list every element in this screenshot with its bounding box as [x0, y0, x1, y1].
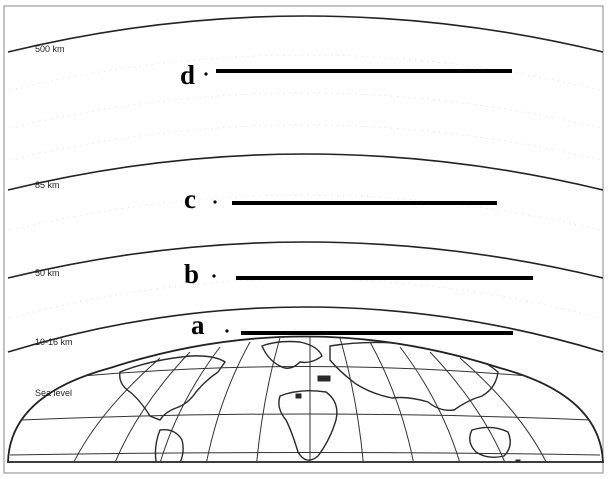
meridian — [459, 357, 551, 462]
boundary-10-16km — [7, 306, 604, 353]
altitude-label-85km: 85 km — [35, 180, 60, 190]
latitude-line — [59, 366, 551, 379]
continent-south-america — [154, 429, 184, 462]
earth-surface — [7, 335, 604, 463]
layer-dot — [204, 72, 208, 76]
continent-australia — [469, 426, 511, 459]
meridian — [369, 341, 416, 462]
latitude-line — [9, 452, 601, 456]
layer-b: b — [184, 259, 533, 289]
altitude-labels: 500 km 85 km 50 km 10-16 km Sea level — [35, 44, 73, 398]
continent-africa — [278, 389, 338, 461]
meridian — [69, 357, 161, 462]
earth-globe — [7, 335, 604, 463]
layer-dot — [213, 200, 217, 204]
altitude-label-500km: 500 km — [35, 44, 65, 54]
diagram-frame — [3, 5, 604, 474]
meridian — [111, 351, 191, 462]
layer-dot — [212, 274, 216, 278]
continent-north-america — [119, 355, 226, 421]
altitude-label-10-16km: 10-16 km — [35, 337, 73, 347]
layer-a: a — [191, 310, 513, 340]
layer-c: c — [184, 184, 497, 214]
layer-letter-c: c — [184, 184, 196, 214]
meridian — [399, 346, 463, 462]
meridian — [157, 346, 221, 462]
altitude-boundaries — [7, 15, 604, 353]
island-marker — [515, 459, 521, 462]
boundary-500km — [7, 15, 604, 53]
background-dots — [9, 54, 601, 319]
layer-letter-b: b — [184, 259, 199, 289]
latitude-line — [19, 413, 591, 421]
layer-dot — [225, 329, 229, 333]
meridian — [255, 337, 281, 462]
boundary-50km — [7, 241, 604, 279]
island-marker — [317, 375, 331, 382]
continent-europe — [261, 340, 323, 369]
boundary-85km — [7, 153, 604, 191]
layer-letter-d: d — [180, 60, 195, 90]
layer-d: d — [180, 60, 512, 90]
island-marker — [295, 393, 302, 399]
meridian — [339, 337, 365, 462]
layer-letter-a: a — [191, 310, 205, 340]
altitude-label-50km: 50 km — [35, 268, 60, 278]
meridian — [204, 341, 251, 462]
altitude-label-sea-level: Sea level — [35, 388, 72, 398]
